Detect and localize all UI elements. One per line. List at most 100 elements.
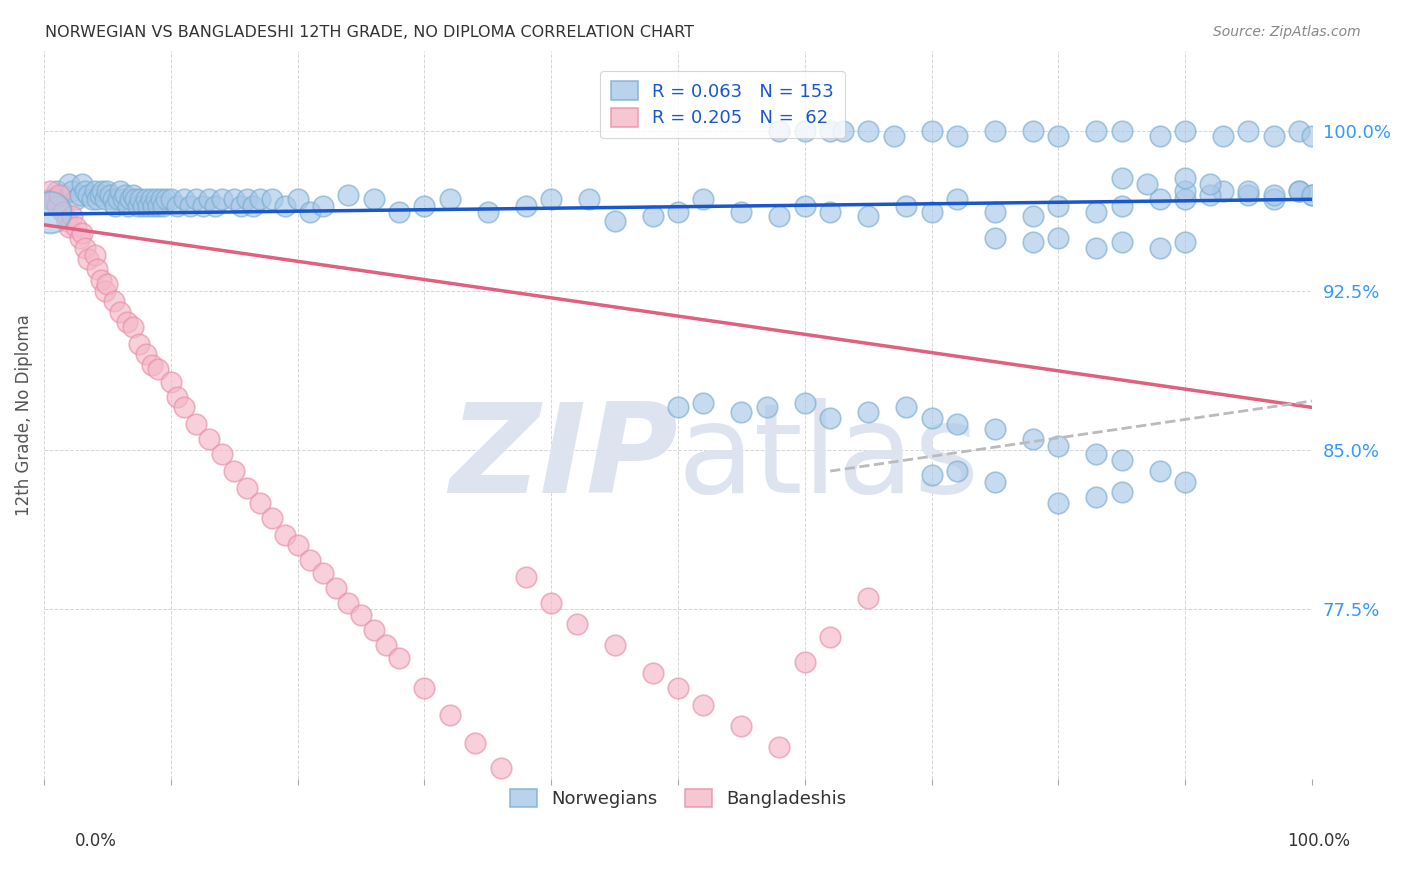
- Point: [1212, 128, 1234, 143]
- Point: [413, 199, 436, 213]
- Point: [1022, 432, 1045, 446]
- Point: [141, 358, 163, 372]
- Point: [755, 401, 778, 415]
- Point: [82, 192, 104, 206]
- Point: [439, 192, 461, 206]
- Point: [127, 199, 149, 213]
- Point: [730, 719, 752, 733]
- Point: [77, 188, 100, 202]
- Point: [921, 411, 943, 425]
- Point: [299, 553, 322, 567]
- Point: [363, 192, 385, 206]
- Point: [350, 608, 373, 623]
- Point: [946, 417, 969, 432]
- Point: [166, 390, 188, 404]
- Point: [464, 736, 486, 750]
- Point: [1047, 199, 1070, 213]
- Point: [83, 247, 105, 261]
- Point: [413, 681, 436, 695]
- Point: [1301, 128, 1323, 143]
- Point: [515, 199, 537, 213]
- Point: [69, 230, 91, 244]
- Point: [1111, 171, 1133, 186]
- Point: [692, 698, 714, 712]
- Point: [337, 596, 360, 610]
- Point: [65, 219, 87, 234]
- Point: [211, 192, 233, 206]
- Point: [236, 481, 259, 495]
- Point: [224, 192, 246, 206]
- Point: [489, 761, 512, 775]
- Point: [793, 124, 815, 138]
- Point: [730, 404, 752, 418]
- Point: [274, 528, 297, 542]
- Point: [1199, 188, 1222, 202]
- Point: [117, 199, 139, 213]
- Point: [565, 616, 588, 631]
- Point: [1174, 235, 1197, 249]
- Point: [262, 192, 284, 206]
- Point: [132, 199, 155, 213]
- Point: [1111, 124, 1133, 138]
- Point: [160, 375, 183, 389]
- Point: [896, 199, 918, 213]
- Point: [1111, 485, 1133, 500]
- Point: [56, 213, 79, 227]
- Point: [121, 188, 143, 202]
- Point: [1263, 128, 1285, 143]
- Point: [104, 199, 127, 213]
- Point: [477, 205, 499, 219]
- Point: [921, 124, 943, 138]
- Point: [1136, 178, 1159, 192]
- Point: [1022, 209, 1045, 223]
- Point: [984, 124, 1007, 138]
- Point: [148, 199, 170, 213]
- Text: ZIP: ZIP: [450, 398, 678, 519]
- Point: [114, 188, 136, 202]
- Point: [287, 538, 309, 552]
- Point: [1149, 192, 1171, 206]
- Point: [793, 655, 815, 669]
- Point: [120, 192, 142, 206]
- Point: [86, 262, 108, 277]
- Point: [65, 192, 87, 206]
- Point: [768, 124, 790, 138]
- Point: [52, 188, 75, 202]
- Point: [1085, 490, 1108, 504]
- Point: [946, 128, 969, 143]
- Point: [103, 294, 125, 309]
- Point: [86, 192, 108, 206]
- Text: atlas: atlas: [678, 398, 980, 519]
- Point: [831, 124, 853, 138]
- Point: [856, 124, 879, 138]
- Point: [1288, 184, 1310, 198]
- Point: [856, 591, 879, 606]
- Point: [1111, 453, 1133, 467]
- Point: [856, 404, 879, 418]
- Point: [540, 192, 562, 206]
- Point: [48, 188, 70, 202]
- Point: [115, 315, 138, 329]
- Point: [818, 411, 841, 425]
- Point: [211, 447, 233, 461]
- Point: [363, 624, 385, 638]
- Point: [515, 570, 537, 584]
- Point: [1174, 184, 1197, 198]
- Point: [1174, 475, 1197, 489]
- Point: [166, 199, 188, 213]
- Point: [1174, 171, 1197, 186]
- Point: [58, 219, 80, 234]
- Point: [1085, 447, 1108, 461]
- Point: [58, 178, 80, 192]
- Point: [1263, 192, 1285, 206]
- Point: [98, 188, 121, 202]
- Point: [90, 273, 112, 287]
- Point: [984, 475, 1007, 489]
- Point: [692, 192, 714, 206]
- Point: [984, 422, 1007, 436]
- Point: [883, 128, 905, 143]
- Text: NORWEGIAN VS BANGLADESHI 12TH GRADE, NO DIPLOMA CORRELATION CHART: NORWEGIAN VS BANGLADESHI 12TH GRADE, NO …: [45, 25, 695, 40]
- Point: [145, 192, 167, 206]
- Point: [198, 432, 221, 446]
- Point: [149, 192, 172, 206]
